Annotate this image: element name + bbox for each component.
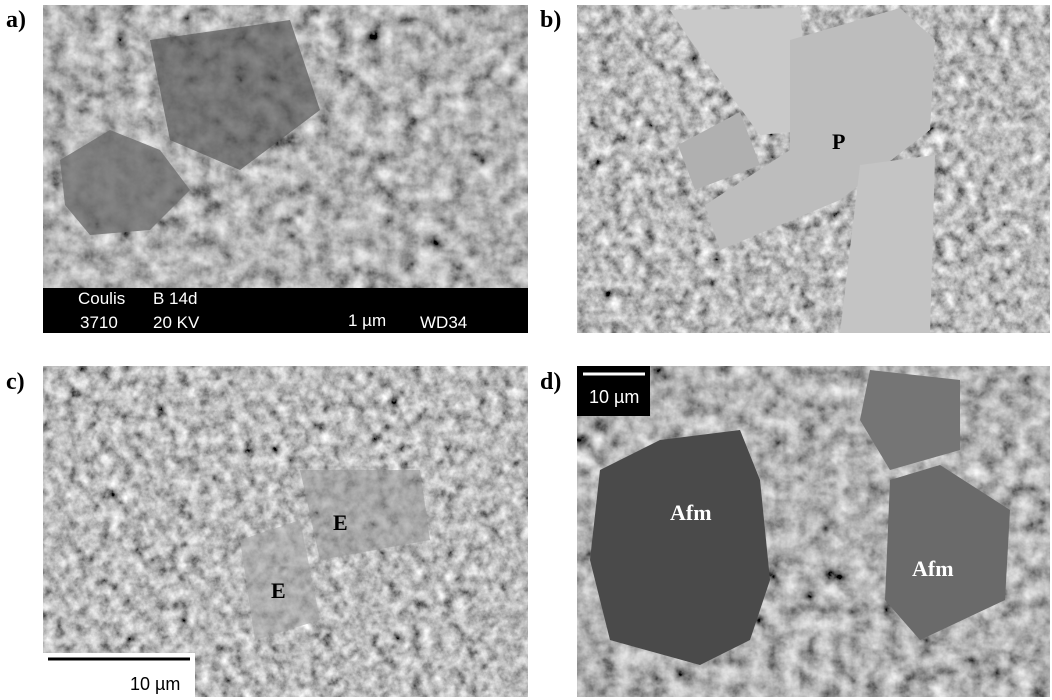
scale-text: 10 µm (130, 674, 180, 694)
page: {"panels": [ {"label": "a)", "info_bar":… (0, 0, 1052, 700)
panel-label: b) (540, 7, 561, 33)
scale-text: 10 µm (589, 387, 639, 407)
info-text: 20 KV (153, 313, 200, 332)
annotation: P (832, 129, 845, 154)
crystal (590, 430, 770, 665)
annotation: E (271, 578, 286, 603)
info-text: Coulis (78, 289, 125, 308)
annotation: Afm (670, 500, 712, 525)
panel-a: a) Coulis B 14d 3710 20 KV 1 µm WD34 (6, 5, 528, 333)
info-text: 3710 (80, 313, 118, 332)
info-text: WD34 (420, 313, 467, 332)
panel-c: c) E E 10 µm (6, 366, 528, 697)
panel-label: a) (6, 7, 26, 33)
panel-b: b) P (540, 5, 1050, 333)
annotation: Afm (912, 556, 954, 581)
panel-label: d) (540, 369, 561, 395)
annotation: E (333, 510, 348, 535)
panel-label: c) (6, 369, 25, 395)
info-text: B 14d (153, 289, 197, 308)
scale-text: 1 µm (348, 311, 386, 330)
panel-d: d) 10 µm Afm Afm (540, 366, 1050, 697)
figure: a) Coulis B 14d 3710 20 KV 1 µm WD34 b) … (0, 0, 1052, 700)
